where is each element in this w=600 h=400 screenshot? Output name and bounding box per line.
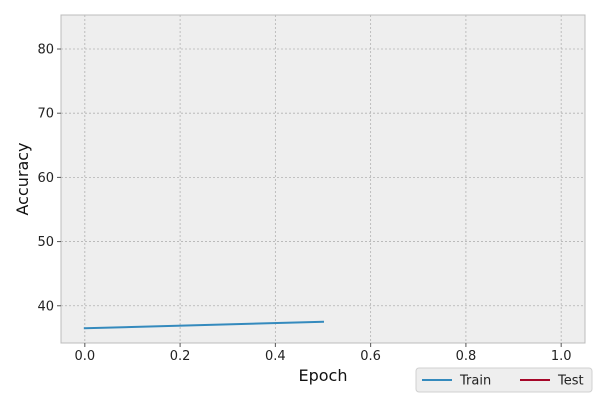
x-tick-label: 0.4 [265,349,286,364]
x-tick-label: 0.2 [170,349,191,364]
legend-label-test: Test [557,374,584,389]
y-tick-label: 70 [37,107,54,122]
plot-area [61,15,585,343]
y-tick-label: 80 [37,43,54,58]
y-tick-label: 50 [37,235,54,250]
y-tick-label: 40 [37,299,54,314]
plot-frame [60,14,586,344]
x-tick-label: 0.6 [360,349,381,364]
legend-label-train: Train [459,374,491,389]
x-axis-ticks: 0.0 0.2 0.4 0.6 0.8 1.0 [74,343,572,364]
legend: Train Test [415,367,593,393]
legend-box [415,367,593,393]
x-tick-label: 0.8 [456,349,477,364]
y-axis-ticks: 40 50 60 70 80 [37,43,61,314]
data-series [83,320,325,330]
x-axis-title: Epoch [299,366,348,385]
x-tick-label: 0.0 [74,349,95,364]
y-tick-label: 60 [37,171,54,186]
x-tick-label: 1.0 [551,349,572,364]
gridlines [61,15,585,343]
y-axis-title: Accuracy [13,142,32,215]
series-line-train [83,320,325,330]
